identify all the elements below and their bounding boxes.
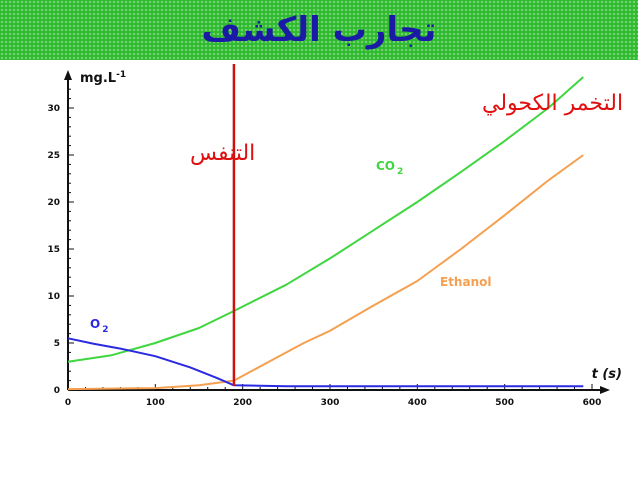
y-tick-label: 0 bbox=[54, 386, 60, 396]
x-tick-label: 100 bbox=[146, 398, 165, 408]
series-line-co2 bbox=[67, 76, 584, 363]
x-axis-label: t (s) bbox=[592, 367, 622, 382]
y-tick-label: 20 bbox=[47, 198, 60, 208]
series-line-ethanol bbox=[67, 154, 584, 391]
y-axis-label: mg.L-1 bbox=[80, 70, 126, 86]
slide-title: تجارب الكشف bbox=[201, 10, 437, 50]
x-tick-label: 300 bbox=[321, 398, 340, 408]
y-axis-arrow bbox=[64, 70, 72, 80]
y-tick-label: 25 bbox=[47, 151, 60, 161]
phase-label-fermentation: التخمر الكحولي bbox=[482, 91, 623, 116]
y-tick-label: 15 bbox=[47, 245, 60, 255]
title-banner: تجارب الكشف bbox=[0, 0, 638, 60]
x-tick-label: 200 bbox=[233, 398, 252, 408]
x-tick-label: 0 bbox=[65, 398, 71, 408]
x-tick-label: 600 bbox=[583, 398, 602, 408]
series-line-o2 bbox=[67, 337, 584, 388]
series-label-ethanol: Ethanol bbox=[440, 275, 491, 289]
y-tick-label: 5 bbox=[54, 339, 60, 349]
y-tick-label: 30 bbox=[47, 104, 60, 114]
y-tick-label: 10 bbox=[47, 292, 60, 302]
x-tick-label: 400 bbox=[408, 398, 427, 408]
x-tick-label: 500 bbox=[495, 398, 514, 408]
x-axis-arrow bbox=[600, 386, 610, 394]
phase-label-respiration: التنفس bbox=[190, 141, 255, 166]
series-label-co2: CO 2 bbox=[376, 159, 403, 177]
